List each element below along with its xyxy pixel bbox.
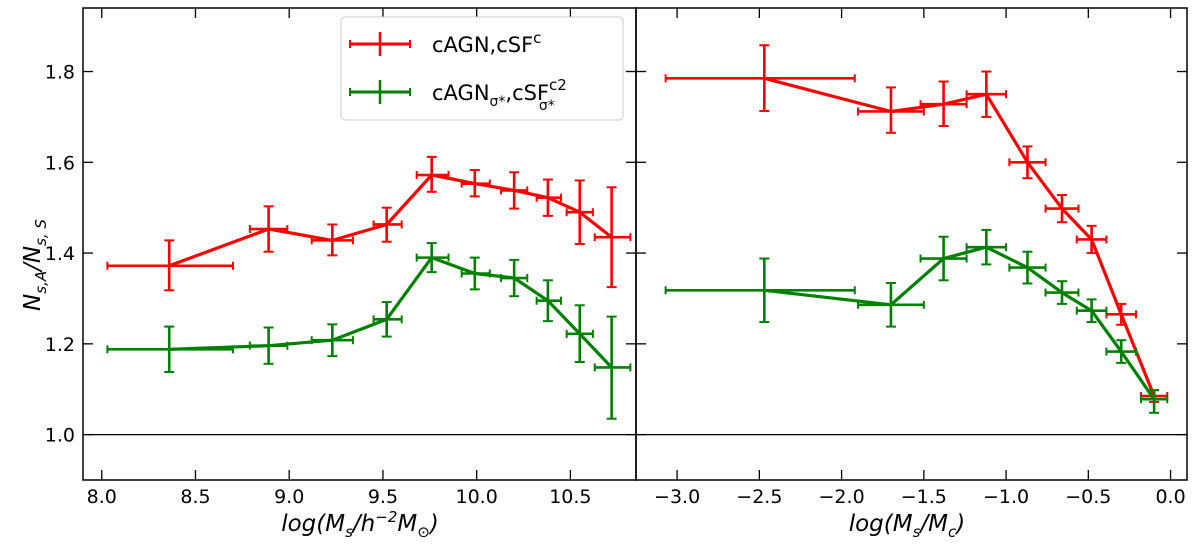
right-data-point xyxy=(965,228,1008,266)
left-xtick-label: 9.0 xyxy=(274,486,304,508)
left-ytick-label: 1.0 xyxy=(45,425,75,447)
right-data-point xyxy=(965,70,1008,118)
left-data-point xyxy=(460,169,491,198)
right-panel: −3.0 −2.5 −2.0 −1.5 −1.0 −0.5 0.0 xyxy=(635,7,1188,508)
left-data-point xyxy=(106,239,234,292)
left-data-point xyxy=(593,186,632,289)
left-ytick-label: 1.8 xyxy=(45,62,75,84)
right-data-point xyxy=(1105,302,1138,326)
right-x-axis-label: log(Ms/Mc) xyxy=(849,511,966,541)
left-data-point xyxy=(535,178,563,217)
right-xtick-label: −0.5 xyxy=(1065,486,1111,508)
y-axis-label: Ns,A/Ns, S xyxy=(20,219,50,311)
left-data-point xyxy=(415,155,450,193)
left-data-point xyxy=(500,258,529,298)
right-data-point xyxy=(1075,298,1108,324)
left-xtick-label: 9.5 xyxy=(368,486,398,508)
left-x-axis-label: log(Ms/h−2M⊙) xyxy=(281,508,439,541)
right-series-line xyxy=(764,245,1156,401)
legend-frame xyxy=(340,16,624,121)
left-series-line xyxy=(169,256,613,369)
right-xtick-label: −2.5 xyxy=(736,486,782,508)
left-data-point xyxy=(460,256,491,291)
right-data-point xyxy=(919,235,968,282)
right-xtick-label: −2.0 xyxy=(819,486,865,508)
right-data-point xyxy=(857,282,925,328)
left-panel: 8.0 8.5 9.0 9.5 10.0 10.5 1.0 1.2 1.4 1.6 1.8 xyxy=(45,7,637,508)
right-data-point xyxy=(857,86,925,134)
right-xtick-label: −1.5 xyxy=(901,486,947,508)
right-data-point xyxy=(1105,339,1138,364)
legend-entry-green: cAGNσ*,cSFc2 σ* xyxy=(349,76,567,114)
right-xtick-label: −1.0 xyxy=(983,486,1029,508)
right-series-0 xyxy=(664,44,1169,403)
right-data-point xyxy=(664,257,856,324)
right-data-point xyxy=(1008,145,1047,180)
left-ytick-label: 1.4 xyxy=(45,243,75,265)
left-xtick-label: 10.5 xyxy=(549,486,591,508)
right-data-point xyxy=(919,80,968,127)
left-data-point xyxy=(372,206,403,243)
left-data-point xyxy=(310,323,354,358)
right-xtick-label: −3.0 xyxy=(654,486,700,508)
left-data-point xyxy=(106,325,234,373)
left-ytick-label: 1.2 xyxy=(45,334,75,356)
legend-green-label: cAGNσ*,cSFc2 σ* xyxy=(432,76,567,114)
left-data-point xyxy=(565,179,594,245)
left-xtick-label: 8.5 xyxy=(180,486,210,508)
legend-red-label: cAGN,cSFc xyxy=(432,29,541,57)
left-data-point xyxy=(593,315,632,420)
left-xtick-label: 8.0 xyxy=(87,486,117,508)
left-xtick-label: 10.0 xyxy=(456,486,498,508)
left-data-point xyxy=(372,301,403,338)
right-data-point xyxy=(1044,280,1080,305)
left-series-0 xyxy=(106,155,632,292)
left-series-1 xyxy=(106,242,632,420)
right-axes-frame xyxy=(635,7,1188,481)
left-data-point xyxy=(310,223,354,257)
left-data-point xyxy=(248,326,289,365)
right-xtick-label: 0.0 xyxy=(1155,486,1185,508)
legend: cAGN,cSFc cAGNσ*,cSFc2 σ* xyxy=(340,16,624,121)
left-ytick-label: 1.6 xyxy=(45,152,75,174)
legend-entry-red: cAGN,cSFc xyxy=(349,29,541,57)
left-series-line xyxy=(168,173,613,268)
right-series-line xyxy=(763,76,1156,397)
left-data-point xyxy=(415,242,450,274)
left-data-point xyxy=(500,171,529,210)
left-data-point xyxy=(248,205,289,253)
right-data-point xyxy=(664,44,856,113)
left-data-point xyxy=(535,279,563,323)
right-data-point xyxy=(1139,389,1169,414)
right-data-point xyxy=(1008,250,1047,285)
left-data-point xyxy=(565,304,594,363)
right-data-point xyxy=(1075,224,1108,255)
right-data-point xyxy=(1044,193,1080,224)
right-series-1 xyxy=(664,228,1169,414)
